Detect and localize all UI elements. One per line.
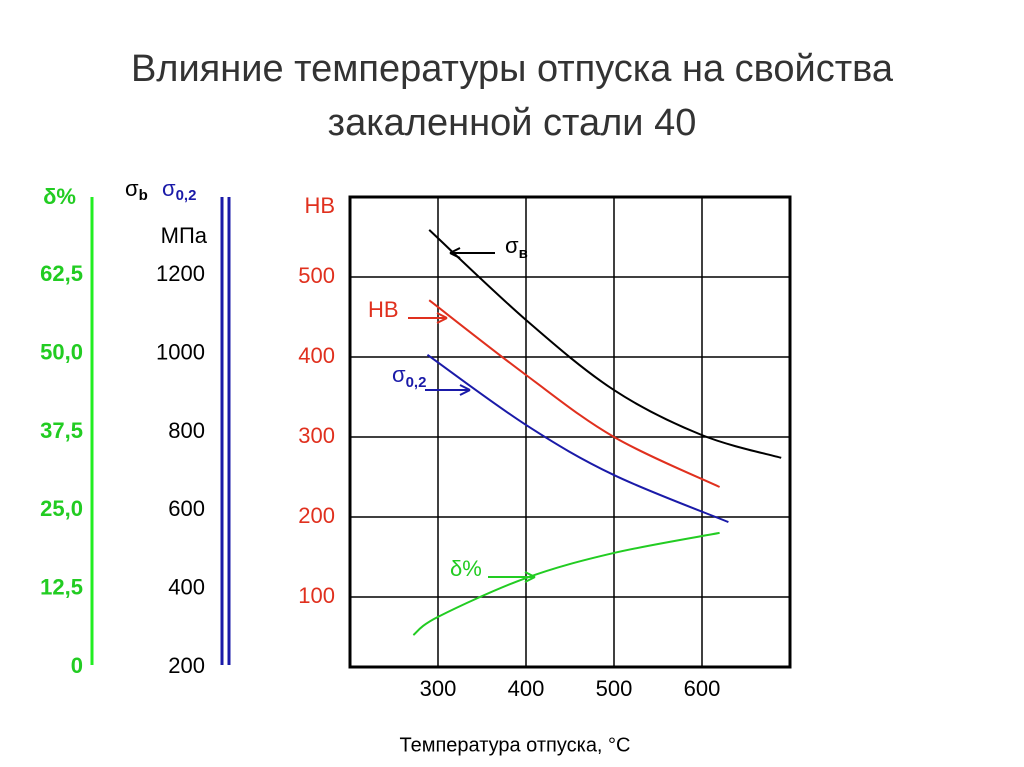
y-axis-title: HB (304, 193, 335, 218)
y3-axis-title: δ% (43, 184, 76, 209)
y3-tick-label: 12,5 (40, 574, 83, 599)
y2-unit: МПа (161, 223, 208, 248)
y2-tick-label: 1200 (156, 261, 205, 286)
y-tick-label: 400 (298, 343, 335, 368)
arrow-head (449, 247, 461, 259)
y3-tick-label: 37,5 (40, 418, 83, 443)
series-name: σ (392, 362, 406, 387)
series-name: HB (368, 297, 399, 322)
subscript: b (139, 187, 148, 204)
y-tick-label: 100 (298, 583, 335, 608)
x-tick-label: 300 (420, 676, 457, 701)
arrow-head (436, 312, 448, 324)
y2-tick-label: 1000 (156, 339, 205, 364)
series-label: δ% (450, 556, 482, 581)
line (428, 229, 782, 459)
y2-axis-title: σb (125, 176, 148, 204)
line (428, 299, 721, 488)
y2-tick-label: 400 (168, 574, 205, 599)
arrow-head (524, 571, 536, 583)
subscript: в (519, 245, 528, 262)
y-tick-label: 300 (298, 423, 335, 448)
arrow-head (459, 384, 471, 396)
line (412, 531, 720, 636)
series-name: δ% (450, 556, 482, 581)
symbol: σ (162, 176, 176, 201)
y2-tick-label: 800 (168, 418, 205, 443)
series-label: σ0,2 (392, 362, 426, 391)
line (426, 354, 729, 524)
y2-tick-label: 200 (168, 653, 205, 678)
y2-tick-label: 600 (168, 496, 205, 521)
y3-tick-label: 50,0 (40, 339, 83, 364)
x-tick-label: 400 (508, 676, 545, 701)
y-tick-label: 200 (298, 503, 335, 528)
x-axis-title: Температура отпуска, °C (399, 734, 630, 756)
x-tick-label: 600 (684, 676, 721, 701)
series-name: σ (505, 233, 519, 258)
x-tick-label: 500 (596, 676, 633, 701)
subscript: 0,2 (406, 374, 427, 391)
y3-tick-label: 62,5 (40, 261, 83, 286)
y3-tick-label: 25,0 (40, 496, 83, 521)
symbol: σ (125, 176, 139, 201)
y3-tick-label: 0 (71, 653, 83, 678)
plot-frame (348, 195, 792, 669)
chart-title: Влияние температуры отпуска на свойства … (130, 48, 894, 144)
series-label: HB (368, 297, 399, 322)
y-tick-label: 500 (298, 263, 335, 288)
y2-axis-title: σ0,2 (162, 176, 196, 204)
series-label: σв (505, 233, 528, 262)
subscript: 0,2 (176, 187, 197, 204)
